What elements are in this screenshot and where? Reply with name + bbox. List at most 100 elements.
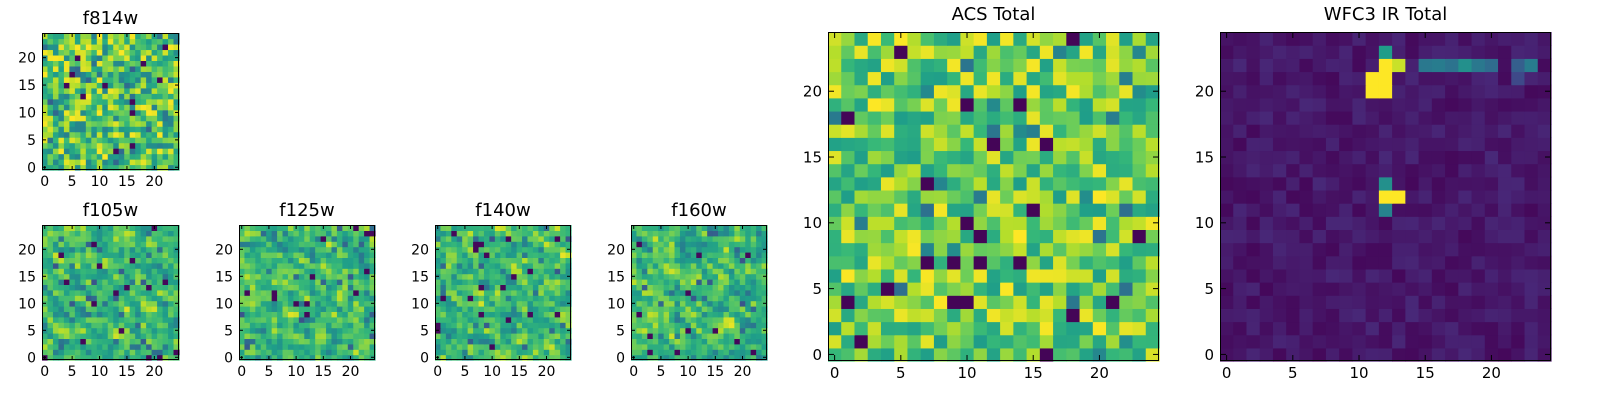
heatmap-cell <box>336 284 343 291</box>
heatmap-cell <box>107 311 114 318</box>
heatmap-cell <box>894 268 909 283</box>
heatmap-cell <box>342 338 349 345</box>
heatmap-cell <box>445 349 452 356</box>
heatmap-cell <box>761 279 768 285</box>
heatmap-cell <box>663 333 670 339</box>
heatmap-cell <box>249 338 256 345</box>
heatmap-cell <box>91 126 98 133</box>
heatmap-cell <box>129 43 136 51</box>
heatmap-cell <box>129 349 136 356</box>
heatmap-cell <box>739 300 746 307</box>
heatmap-cell <box>102 311 109 318</box>
heatmap-cell <box>47 104 54 111</box>
heatmap-cell <box>973 268 988 283</box>
heatmap-cell <box>69 71 76 78</box>
heatmap-cell <box>1392 334 1406 349</box>
heatmap-cell <box>707 343 714 350</box>
heatmap-cell <box>679 311 686 318</box>
heatmap-cell <box>1119 32 1134 46</box>
heatmap-cell <box>1445 110 1459 125</box>
heatmap-cell <box>1079 295 1094 309</box>
heatmap-cell <box>1079 71 1094 86</box>
heatmap-cell <box>140 322 147 329</box>
heatmap-cell <box>1119 255 1134 270</box>
heatmap-cell <box>42 126 49 133</box>
heatmap-cell <box>451 246 458 253</box>
heatmap-cell <box>96 252 103 258</box>
heatmap-cell <box>867 216 882 230</box>
heatmap-cell <box>696 343 703 350</box>
heatmap-cell <box>96 43 103 51</box>
heatmap-cell <box>135 115 142 122</box>
heatmap-cell <box>920 137 935 152</box>
heatmap-cell <box>1378 308 1393 323</box>
heatmap-cell <box>135 54 142 61</box>
heatmap-cell <box>435 343 442 350</box>
heatmap-cell <box>255 354 262 361</box>
heatmap-cell <box>58 82 65 89</box>
heatmap-cell <box>880 242 895 257</box>
heatmap-cell <box>1431 150 1446 165</box>
heatmap-cell <box>1053 282 1067 296</box>
heatmap-cell <box>244 349 251 356</box>
heatmap-cell <box>135 153 142 160</box>
heatmap-cell <box>1106 97 1120 112</box>
heatmap-cell <box>478 284 485 291</box>
heatmap-cell <box>478 322 485 329</box>
heatmap-cell <box>854 189 869 204</box>
heatmap-cell <box>102 300 109 307</box>
x-tick-label: 5 <box>68 174 77 190</box>
heatmap-cell <box>1325 216 1340 230</box>
heatmap-cell <box>118 76 125 83</box>
heatmap-cell <box>690 349 697 356</box>
heatmap-cell <box>761 225 768 231</box>
heatmap-cell <box>489 322 496 329</box>
heatmap-cell <box>907 176 922 191</box>
heatmap-cell <box>1445 347 1459 362</box>
heatmap-cell <box>168 300 175 307</box>
heatmap-cell <box>1039 32 1054 46</box>
heatmap-cell <box>1272 295 1287 309</box>
heatmap-cell <box>739 268 746 275</box>
heatmap-cell <box>58 289 65 296</box>
heatmap-cell <box>1026 110 1041 125</box>
heatmap-cell <box>679 333 686 339</box>
heatmap-cell <box>80 300 87 307</box>
heatmap-cell <box>505 316 512 323</box>
heatmap-cell <box>113 109 120 116</box>
heatmap-cell <box>1092 282 1107 296</box>
heatmap-cell <box>854 268 869 283</box>
heatmap-cell <box>636 343 643 350</box>
heatmap-cell <box>933 255 948 270</box>
heatmap-cell <box>894 255 909 270</box>
heatmap-cell <box>129 284 136 291</box>
heatmap-cell <box>157 230 164 237</box>
heatmap-cell <box>1498 242 1512 257</box>
heatmap-cell <box>1445 45 1459 59</box>
heatmap-cell <box>1471 124 1486 138</box>
heatmap-cell <box>560 354 567 361</box>
heatmap-cell <box>74 268 81 275</box>
heatmap-cell <box>266 333 273 339</box>
heatmap-cell <box>745 241 752 248</box>
heatmap-cell <box>118 49 125 56</box>
heatmap-cell <box>342 279 349 285</box>
heatmap-cell <box>1365 110 1380 125</box>
heatmap-cell <box>636 268 643 275</box>
heatmap-cell <box>91 159 98 166</box>
heatmap-cell <box>260 284 267 291</box>
heatmap-cell <box>685 311 692 318</box>
heatmap-cell <box>658 343 665 350</box>
heatmap-cell <box>315 252 322 258</box>
heatmap-cell <box>658 316 665 323</box>
heatmap-cell <box>707 300 714 307</box>
heatmap-cell <box>1418 255 1433 270</box>
heatmap-cell <box>527 241 534 248</box>
heatmap-cell <box>151 98 158 105</box>
heatmap-cell <box>435 257 442 264</box>
heatmap-cell <box>129 230 136 237</box>
heatmap-cell <box>756 257 763 264</box>
heatmap-cell <box>320 322 327 329</box>
heatmap-cell <box>739 311 746 318</box>
heatmap-cell <box>1233 45 1248 59</box>
